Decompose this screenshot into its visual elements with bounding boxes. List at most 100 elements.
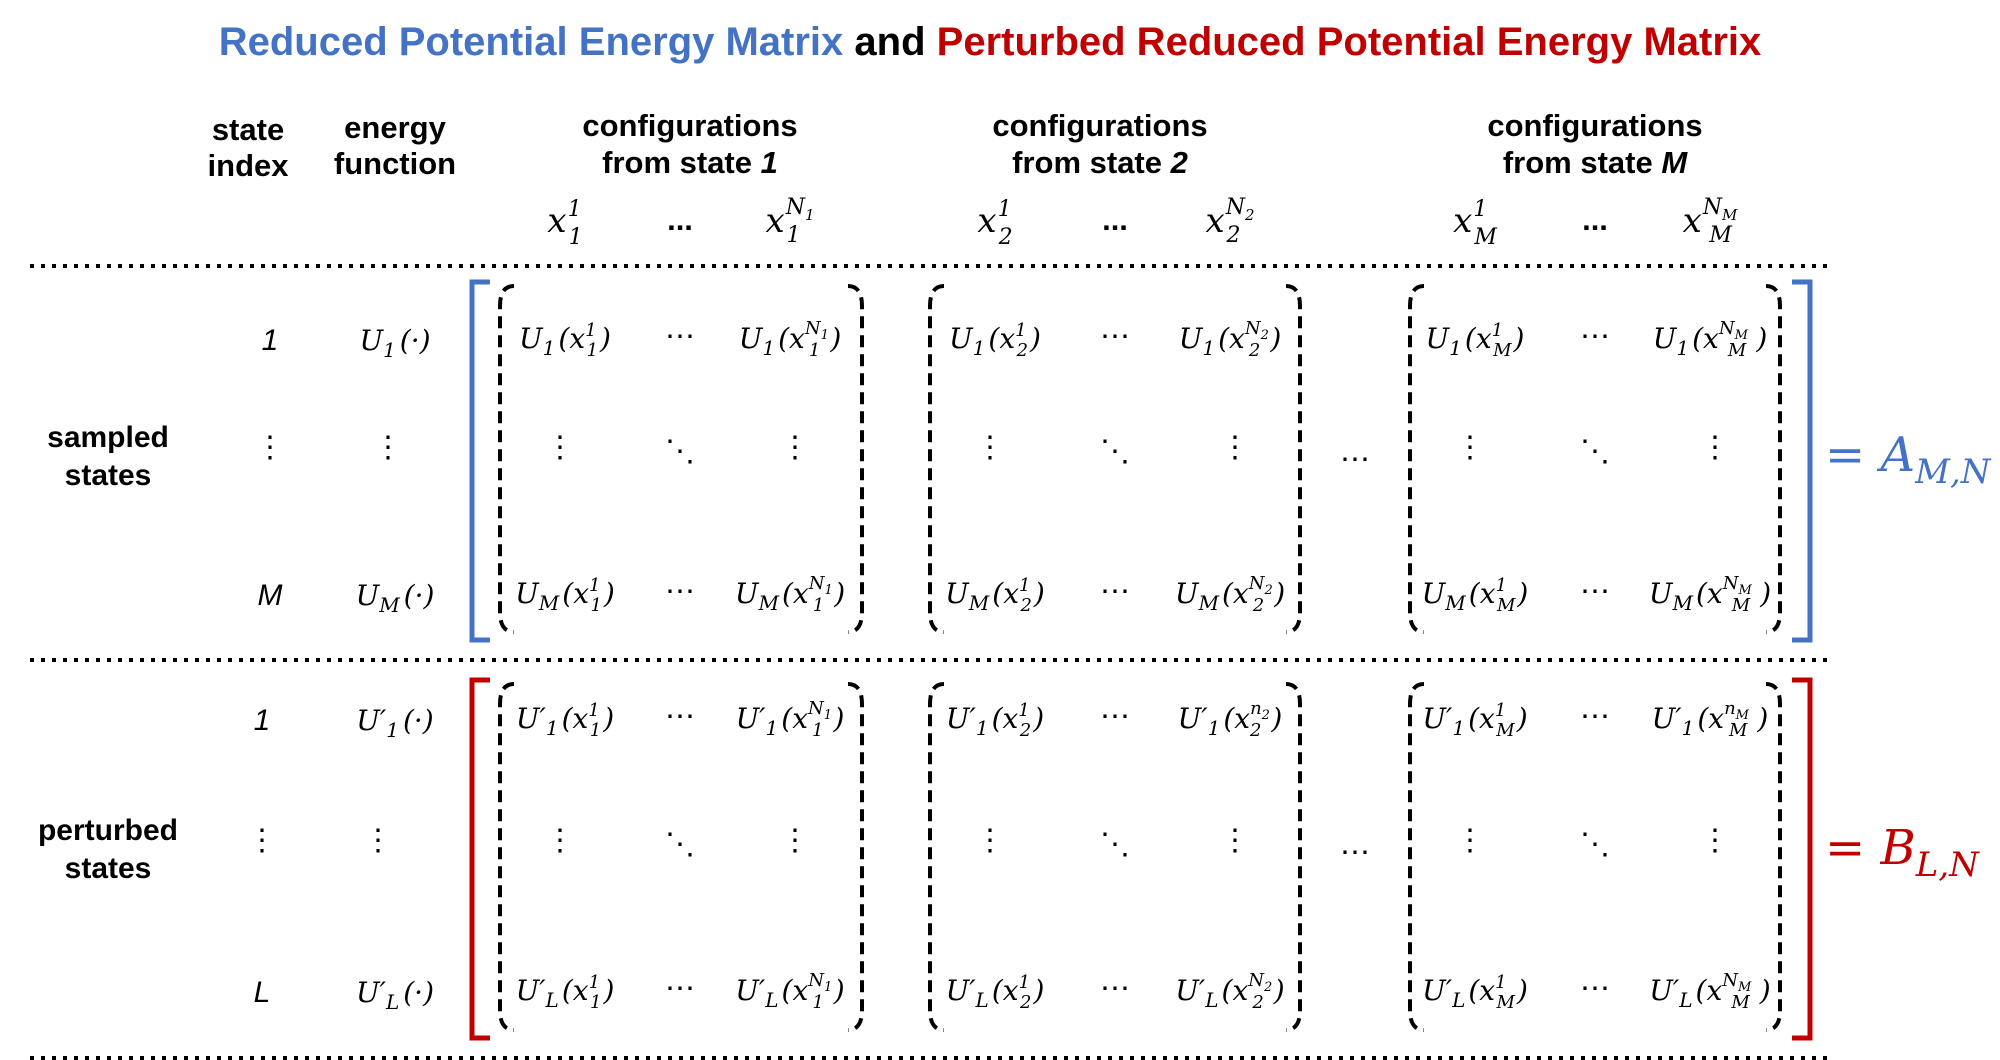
entry-x: x xyxy=(573,974,589,1007)
entry-row-sub: M xyxy=(1197,591,1219,615)
entry-x: x xyxy=(1480,577,1496,610)
entry-row-sub: L xyxy=(1204,988,1218,1012)
matrix-entry: UM (x1 M) xyxy=(1422,575,1529,616)
config-sup-sub: M xyxy=(1721,206,1738,224)
entry-paren: ) xyxy=(1759,974,1771,1007)
energy-function-sub: 1 xyxy=(386,718,399,742)
entry-paren: ( xyxy=(992,702,1004,735)
config-sub: 1 xyxy=(786,223,800,248)
group-header-line2: from state 2 xyxy=(1012,145,1188,180)
matrix-entry: U′1 (xN1 1) xyxy=(736,698,845,741)
entry-x-sub: 2 xyxy=(1016,340,1028,361)
entry-x-sup-sub: 2 xyxy=(1260,328,1269,343)
config-block: U′1 (x1 2) ⋯ U′1 (xn2 2)U′L (x1 2) ⋯ U′L (xN2 2)⋮ ⋱ ⋮ xyxy=(928,682,1302,1032)
entry-x: x xyxy=(793,577,809,610)
entry-paren: ( xyxy=(1697,702,1709,735)
matrix-entry: U′L (x1 2) xyxy=(946,972,1045,1013)
entry-prime: ′ xyxy=(1446,974,1453,1007)
matrix-result-label: = AM,N xyxy=(1825,427,1992,492)
entry-x-sub: M xyxy=(1727,340,1747,361)
entry-x-sup-sub: 2 xyxy=(1263,980,1272,995)
config-ellipsis: ... xyxy=(667,202,693,237)
entry-x-sup: n xyxy=(1250,698,1262,719)
entry-x: x xyxy=(569,322,585,355)
entry-paren: ) xyxy=(602,702,614,735)
result-sub: M,N xyxy=(1914,452,1992,492)
matrix-vdots: ⋮ xyxy=(975,430,1005,465)
entry-x: x xyxy=(573,577,589,610)
matrix-hdots: ⋯ xyxy=(665,699,695,734)
entry-x-sup: 1 xyxy=(1019,972,1030,993)
matrix-hdots: ⋯ xyxy=(1580,699,1610,734)
entry-x-sup: N xyxy=(1244,318,1262,339)
entry-paren: ( xyxy=(1218,322,1230,355)
entry-U: U xyxy=(946,702,971,735)
config-sup-sub: 1 xyxy=(805,206,815,224)
matrix-vdots: ⋮ xyxy=(780,430,810,465)
entry-paren: ) xyxy=(1756,702,1768,735)
entry-U: U xyxy=(1422,974,1447,1007)
entry-x-sup-sub: 1 xyxy=(824,708,832,723)
matrix-entry: U′L (xN2 2) xyxy=(1175,970,1284,1013)
entry-x-sup: N xyxy=(1248,573,1266,594)
entry-U: U xyxy=(1175,577,1200,610)
entry-x-sup: N xyxy=(1721,970,1739,991)
matrix-entry: U′L (x1 M) xyxy=(1422,972,1528,1013)
config-sup: 1 xyxy=(1473,197,1487,222)
entry-x: x xyxy=(1232,974,1248,1007)
entry-paren: ( xyxy=(562,702,574,735)
entry-paren: ) xyxy=(603,577,615,610)
matrix-entry: U1 (x1 M) xyxy=(1426,320,1525,361)
entry-x: x xyxy=(1708,702,1724,735)
entry-x-sup: 1 xyxy=(1015,320,1026,341)
entry-paren: ) xyxy=(1033,577,1045,610)
matrix-vdots: ⋮ xyxy=(545,430,575,465)
state-index: ⋮ xyxy=(255,430,285,465)
entry-paren: ( xyxy=(992,974,1004,1007)
entry-paren: ) xyxy=(833,577,845,610)
matrix-entry: UM (x1 2) xyxy=(945,575,1045,616)
entry-x-sub: 1 xyxy=(813,595,824,616)
entry-prime: ′ xyxy=(759,702,766,735)
entry-x: x xyxy=(1707,577,1723,610)
entry-x-sub: 1 xyxy=(812,992,823,1013)
entry-paren: ( xyxy=(562,974,574,1007)
config-sub: 2 xyxy=(998,225,1013,250)
energy-function: U′L (·) xyxy=(356,976,434,1014)
entry-x-sup: 1 xyxy=(589,575,600,596)
matrix-entry: U1 (x1 1) xyxy=(519,320,611,361)
entry-x-sup: 1 xyxy=(1018,700,1029,721)
entry-x-sub: 1 xyxy=(590,992,601,1013)
result-equals: = xyxy=(1825,820,1880,876)
entry-row-sub: L xyxy=(1451,988,1465,1012)
entry-x: x xyxy=(1476,322,1492,355)
config-first-label: x1 M xyxy=(1453,197,1497,250)
matrix-entry: U′1 (x1 M) xyxy=(1422,700,1527,741)
diagram-title: Reduced Potential Energy Matrix and Pert… xyxy=(219,20,1762,64)
entry-paren: ( xyxy=(988,322,1000,355)
header-energy-function-line1: energy xyxy=(344,110,446,145)
entry-paren: ) xyxy=(599,322,611,355)
entry-prime: ′ xyxy=(539,974,546,1007)
block-bracket-left xyxy=(498,682,515,1032)
block-bracket-right xyxy=(1765,284,1782,634)
entry-x-sub: 2 xyxy=(1019,595,1031,616)
entry-x-sub: M xyxy=(1731,595,1751,616)
entry-U: U xyxy=(949,322,974,355)
entry-row-sub: 1 xyxy=(973,336,986,360)
block-bracket-right xyxy=(1765,682,1782,1032)
entry-paren: ( xyxy=(1465,322,1477,355)
entry-paren: ( xyxy=(778,322,790,355)
title-perturbed-matrix: Perturbed Reduced Potential Energy Matri… xyxy=(937,20,1762,64)
entry-row-sub: L xyxy=(764,988,778,1012)
config-first-label: x1 2 xyxy=(977,197,1012,250)
entry-x: x xyxy=(1706,974,1722,1007)
entry-x-sup-sub: 2 xyxy=(1261,708,1270,723)
entry-x: x xyxy=(1003,577,1019,610)
entry-U: U xyxy=(516,702,541,735)
entry-x-sup-sub: 1 xyxy=(824,583,832,598)
entry-x: x xyxy=(789,322,805,355)
matrix-ddots: ⋱ xyxy=(665,827,695,862)
config-sup: 1 xyxy=(568,197,582,222)
